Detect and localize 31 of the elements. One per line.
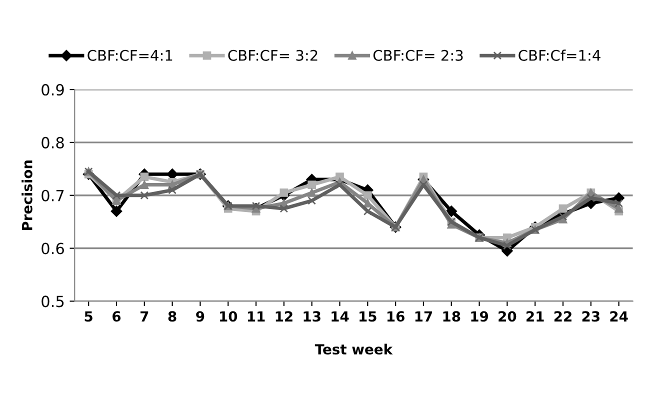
x-tick-label: 5 bbox=[84, 311, 92, 322]
x-tick-label: 12 bbox=[276, 311, 292, 322]
y-tick-label: 0.5 bbox=[42, 296, 64, 308]
legend-label: CBF:CF= 2:3 bbox=[373, 50, 463, 61]
x-axis-title: Test week bbox=[314, 344, 393, 355]
x-tick-label: 16 bbox=[387, 311, 404, 322]
x-tick-label: 18 bbox=[443, 311, 460, 322]
x-tick-label: 8 bbox=[168, 311, 176, 322]
y-tick-label: 0.8 bbox=[42, 136, 64, 148]
x-tick-label: 17 bbox=[415, 311, 432, 322]
x-tick-label: 20 bbox=[498, 311, 516, 322]
x-tick-label: 10 bbox=[220, 311, 238, 322]
y-tick-label: 0.9 bbox=[42, 84, 64, 96]
legend-label: CBF:CF=4:1 bbox=[88, 50, 172, 61]
legend-label: CBF:CF= 3:2 bbox=[228, 50, 318, 61]
x-tick-label: 23 bbox=[582, 311, 600, 322]
x-tick-label: 22 bbox=[554, 311, 572, 322]
x-tick-label: 13 bbox=[304, 311, 320, 322]
x-tick-label: 14 bbox=[332, 311, 349, 322]
x-tick-label: 7 bbox=[140, 311, 148, 322]
y-tick-label: 0.6 bbox=[42, 242, 64, 254]
x-tick-label: 9 bbox=[196, 311, 204, 322]
y-axis-title: Precision bbox=[22, 160, 32, 230]
x-tick-label: 11 bbox=[248, 311, 265, 322]
x-tick-label: 15 bbox=[360, 311, 376, 322]
y-tick-label: 0.7 bbox=[42, 190, 64, 202]
x-tick-label: 6 bbox=[112, 311, 121, 322]
x-tick-label: 24 bbox=[610, 311, 628, 322]
x-tick-label: 19 bbox=[471, 311, 488, 322]
x-tick-label: 21 bbox=[526, 311, 544, 322]
legend-label: CBF:Cf=1:4 bbox=[518, 50, 600, 61]
